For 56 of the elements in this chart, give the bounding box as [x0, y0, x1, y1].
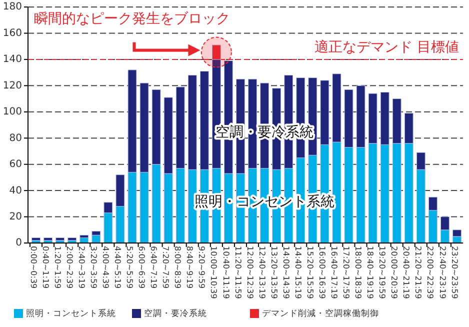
legend-label: 照明・コンセント系統: [26, 308, 116, 319]
x-tick-label: 0:00~0:39: [28, 246, 38, 289]
y-tick-label: 140: [2, 54, 22, 66]
x-tick-label: 8:40~9:19: [185, 246, 194, 289]
bar: [32, 238, 40, 241]
ref-line-label: 適正なデマンド 目標値: [314, 39, 459, 56]
bar: [68, 238, 77, 241]
y-tick-label: 60: [9, 159, 22, 170]
y-tick-label: 0: [16, 238, 22, 249]
x-tick-label: 17:20~17:59: [342, 246, 351, 299]
x-tick-label: 19:20~19:59: [378, 246, 387, 299]
x-tick-label: 10:00~10:39: [209, 246, 218, 299]
annotation: 瞬間的なピーク発生をブロック: [34, 11, 230, 27]
x-tick-label: 16:00~16:39: [317, 246, 326, 299]
x-tick-label: 14:00~14:39: [281, 246, 290, 299]
y-tick-label: 120: [2, 80, 22, 92]
y-tick-label: 160: [2, 28, 22, 39]
x-tick-label: 12:40~13:19: [257, 246, 266, 299]
y-tick-label: 100: [2, 106, 22, 118]
x-tick-label: 4:00~4:39: [100, 246, 110, 289]
y-tick-label: 80: [9, 132, 22, 144]
x-tick-label: 6:00~6:39: [137, 246, 146, 289]
x-tick-label: 3:20~3:59: [88, 246, 98, 289]
x-tick-label: 18:40~19:19: [366, 246, 375, 299]
bar: [80, 234, 89, 238]
x-tick-label: 18:00~18:39: [354, 246, 363, 299]
x-tick-label: 8:00~8:39: [173, 246, 182, 289]
x-tick-label: 14:40~15:19: [293, 246, 302, 299]
x-tick-label: 9:20~9:59: [197, 246, 206, 289]
x-tick-label: 20:00~20:39: [390, 246, 399, 299]
x-tick-label: 22:40~23:19: [438, 246, 447, 299]
legend-label: デマンド削減・空調稼働制御: [262, 308, 379, 319]
x-tick-label: 5:20~5:59: [125, 246, 134, 289]
x-tick-label: 1:20~1:59: [52, 246, 62, 289]
x-tick-label: 22:00~22:39: [426, 246, 435, 299]
x-tick-label: 6:40~7:19: [149, 246, 158, 289]
x-tick-label: 15:20~15:59: [305, 246, 314, 299]
y-tick-label: 180: [2, 2, 22, 13]
x-tick-label: 12:00~12:39: [245, 246, 254, 299]
x-tick-label: 20:40~21:19: [402, 246, 411, 299]
x-tick-label: 11:20~11:59: [233, 246, 242, 299]
bar: [56, 238, 65, 241]
y-tick-label: 40: [9, 185, 22, 196]
x-tick-label: 23:20~23:59: [450, 246, 459, 299]
legend-label: 空調・要冷系統: [144, 308, 207, 319]
x-tick-label: 7:20~7:59: [161, 246, 170, 289]
x-tick-label: 0:40~1:19: [40, 246, 50, 289]
x-tick-label: 4:40~5:19: [113, 246, 122, 289]
x-tick-label: 2:40~3:19: [76, 246, 86, 289]
x-tick-label: 21:20~21:59: [414, 246, 423, 299]
bar: [44, 238, 52, 241]
x-tick-label: 10:40~11:19: [221, 246, 230, 299]
x-tick-label: 16:40~17:19: [330, 246, 339, 299]
x-tick-label: 13:20~13:59: [269, 246, 278, 299]
x-tick-label: 2:00~2:39: [64, 246, 74, 289]
y-tick-label: 20: [9, 212, 22, 223]
